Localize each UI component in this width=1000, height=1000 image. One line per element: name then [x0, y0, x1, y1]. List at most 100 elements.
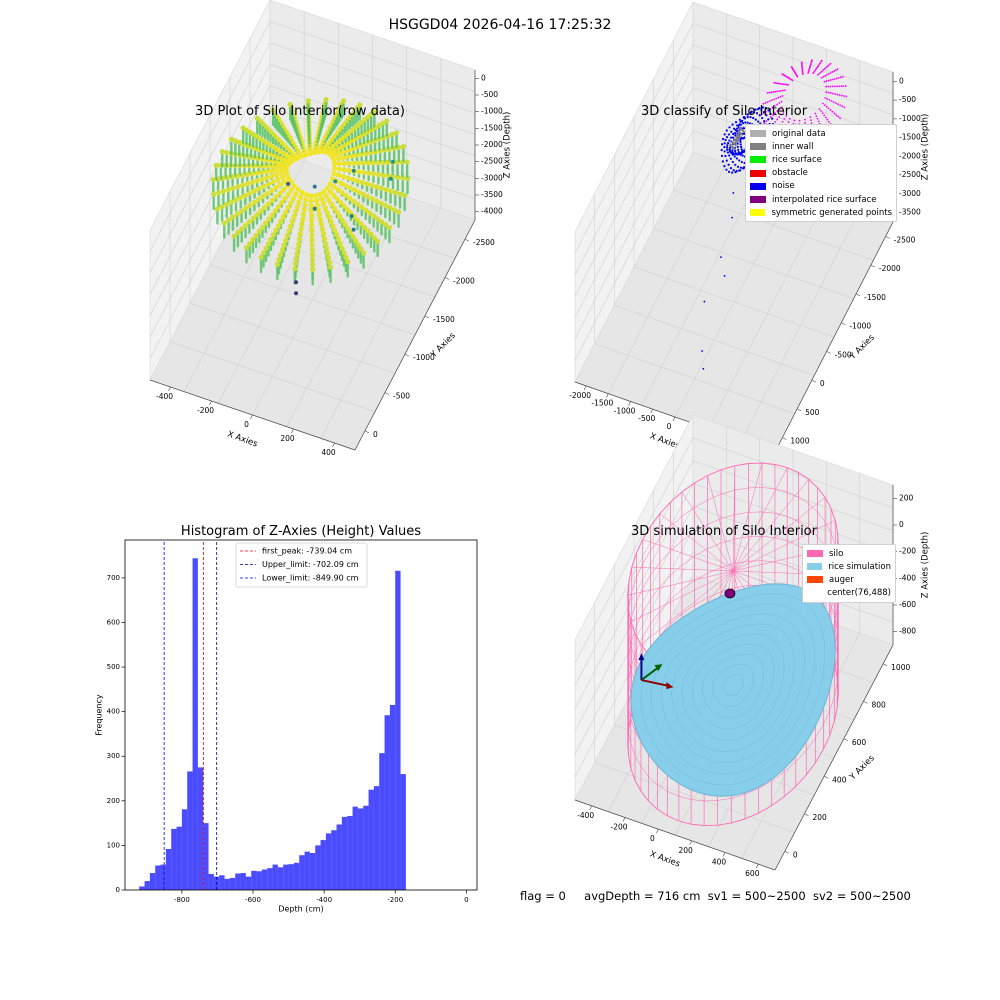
raw-data-point	[359, 179, 365, 185]
classify-interpolated-point	[830, 100, 833, 102]
classify-noise-point	[732, 136, 735, 139]
raw-data-point	[351, 160, 357, 166]
classify-interpolated-point	[822, 102, 824, 105]
axis-arrowhead-x	[666, 682, 674, 690]
classify-interpolated-point	[831, 71, 834, 73]
classify-noise-point	[729, 167, 733, 170]
classify-interpolated-point	[768, 91, 771, 94]
raw-data-point	[224, 149, 230, 156]
raw-data-point	[308, 212, 315, 219]
classify-interpolated-point	[832, 92, 834, 95]
raw-data-point	[387, 188, 394, 194]
legend-swatch	[750, 143, 766, 151]
raw-data-point	[363, 150, 369, 157]
histogram-bar	[341, 816, 348, 890]
histogram-bar	[187, 771, 193, 890]
raw-data-point	[402, 192, 408, 198]
classify-noise-point	[724, 138, 727, 142]
classify-noise-point	[740, 151, 743, 154]
classify-interpolated-point	[835, 77, 838, 80]
classify-noise-point	[758, 114, 761, 117]
histogram-bar	[379, 753, 385, 890]
raw-data-point	[298, 226, 304, 232]
raw-data-point	[369, 182, 375, 188]
sim-y-tick	[784, 850, 789, 854]
classify-interpolated-point	[824, 74, 827, 77]
sim-y-axis-label: Y Axies	[847, 753, 877, 783]
classify-interpolated-point	[842, 85, 845, 88]
raw-outlier-point	[286, 181, 291, 186]
raw-data-point	[268, 168, 275, 174]
classify-noise-point	[730, 130, 733, 133]
raw-data-point	[309, 252, 315, 258]
raw-data-point	[393, 130, 400, 136]
classify-x-tick-label: -2000	[569, 391, 591, 400]
histogram-y-tick-label: 0	[116, 886, 120, 894]
histogram-bar	[363, 805, 369, 890]
raw-data-point	[369, 196, 375, 202]
sim-x-axis-label: X Axies	[648, 849, 681, 869]
classify-x-tick-label: -500	[638, 414, 655, 423]
raw-data-point	[338, 199, 344, 206]
classify-y-tick	[796, 408, 802, 412]
raw-data-point	[273, 227, 279, 233]
classify-noise-point	[742, 167, 745, 170]
histogram-x-tick-label: 0	[464, 896, 468, 904]
raw-data-point	[297, 231, 303, 237]
raw-y-tick-label: -2500	[473, 238, 495, 247]
classify-interpolated-point	[828, 99, 831, 101]
classify-z-tick-label: 0	[899, 76, 904, 85]
raw-data-point	[375, 238, 381, 245]
classify-noise-point	[738, 118, 741, 121]
raw-data-point	[365, 193, 371, 200]
rice-mesh-line	[681, 633, 785, 741]
raw-data-point	[225, 217, 232, 223]
legend-entry: noise	[750, 180, 892, 193]
raw-data-point	[339, 245, 345, 251]
classify-noise-point	[725, 168, 728, 171]
raw-data-point	[264, 190, 270, 197]
raw-data-point	[345, 175, 351, 181]
sim-y-tick-label: 400	[832, 775, 847, 784]
raw-y-tick	[444, 277, 450, 280]
classify-interpolated-point	[839, 76, 842, 79]
classify-interpolated-point	[816, 73, 819, 76]
classify-noise-point	[739, 138, 742, 142]
raw-data-point	[404, 159, 410, 165]
classify-interpolated-point	[804, 118, 806, 121]
classify-interpolated-point	[777, 82, 780, 85]
raw-data-point	[235, 229, 241, 236]
classify-interpolated-point	[780, 113, 783, 116]
raw-outlier-point	[351, 227, 356, 232]
raw-data-point	[278, 166, 284, 173]
classify-noise-point	[739, 120, 742, 123]
classify-noise-point	[728, 139, 731, 142]
raw-data-point	[265, 241, 272, 247]
legend-swatch	[750, 169, 766, 177]
classify-interpolated-point	[774, 112, 777, 115]
classify-noise-point	[724, 154, 727, 158]
classify-noise-point	[734, 149, 737, 153]
raw-z-axis-label: Z Axies (Depth)	[503, 112, 513, 179]
raw-data-point	[299, 216, 306, 222]
sim-x-tick-label: 200	[679, 846, 694, 855]
raw-data-point	[367, 210, 373, 216]
classify-noise-point	[731, 171, 734, 174]
raw-data-point	[277, 181, 283, 188]
classify-interpolated-point	[820, 76, 823, 79]
raw-data-point	[262, 204, 268, 211]
raw-data-point	[341, 203, 347, 209]
classify-interpolated-point	[814, 69, 817, 72]
status-sv2: sv2 = 500~2500	[812, 889, 911, 903]
sim-z-tick-label: 0	[899, 520, 904, 529]
raw-grid-line-z	[149, 106, 476, 338]
classify-interpolated-point	[810, 60, 813, 63]
classify-interpolated-point	[808, 69, 810, 72]
classify-grid-line-y	[653, 78, 854, 299]
classify-noise-point	[736, 127, 739, 130]
sim-y-tick-label: 0	[793, 850, 798, 859]
classify-interpolated-point	[773, 98, 775, 101]
silo-roof-spoke	[630, 570, 734, 622]
histogram-bar	[176, 826, 182, 890]
raw-data-point	[324, 185, 330, 192]
